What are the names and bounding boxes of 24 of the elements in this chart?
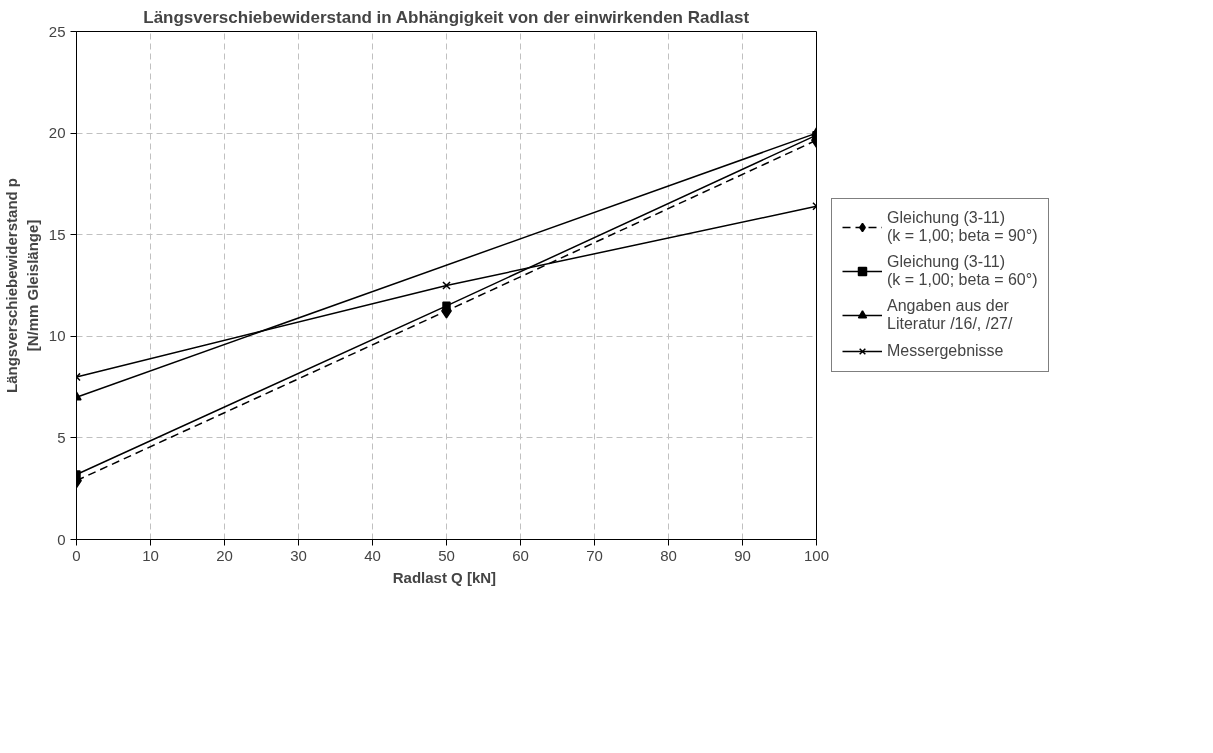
y-tick-label: 5	[57, 428, 66, 446]
chart-title: Längsverschiebewiderstand in Abhängigkeit von der einwirkenden Radlast	[143, 7, 750, 27]
y-tick-label: 25	[48, 22, 66, 40]
x-tick-label: 0	[72, 546, 81, 564]
x-tick-label: 60	[512, 546, 529, 564]
legend-label: Angaben aus der Literatur /16/, /27/	[887, 297, 1013, 333]
x-tick-label: 50	[438, 546, 455, 564]
x-tick-label: 100	[803, 546, 830, 564]
x-tick-label: 70	[586, 546, 603, 564]
y-tick-label: 15	[48, 225, 66, 243]
y-tick-label: 10	[48, 327, 66, 345]
x-tick-label: 30	[290, 546, 307, 564]
x-tick-label: 40	[364, 546, 381, 564]
x-tick-label: 80	[660, 546, 677, 564]
legend-label: Gleichung (3-11) (k = 1,00; beta = 90°)	[887, 209, 1038, 245]
x-tick-label: 20	[216, 546, 233, 564]
y-tick-label: 20	[48, 124, 66, 142]
y-axis-title: Längsverschiebewiderstand p [N/mm Gleislänge]	[3, 177, 41, 394]
x-tick-label: 90	[734, 546, 751, 564]
legend-label: Gleichung (3-11) (k = 1,00; beta = 60°)	[887, 253, 1038, 289]
x-tick-label: 10	[142, 546, 159, 564]
y-tick-label: 0	[57, 530, 66, 548]
legend-label: Messergebnisse	[887, 342, 1004, 360]
x-axis-title: Radlast Q [kN]	[392, 568, 497, 586]
